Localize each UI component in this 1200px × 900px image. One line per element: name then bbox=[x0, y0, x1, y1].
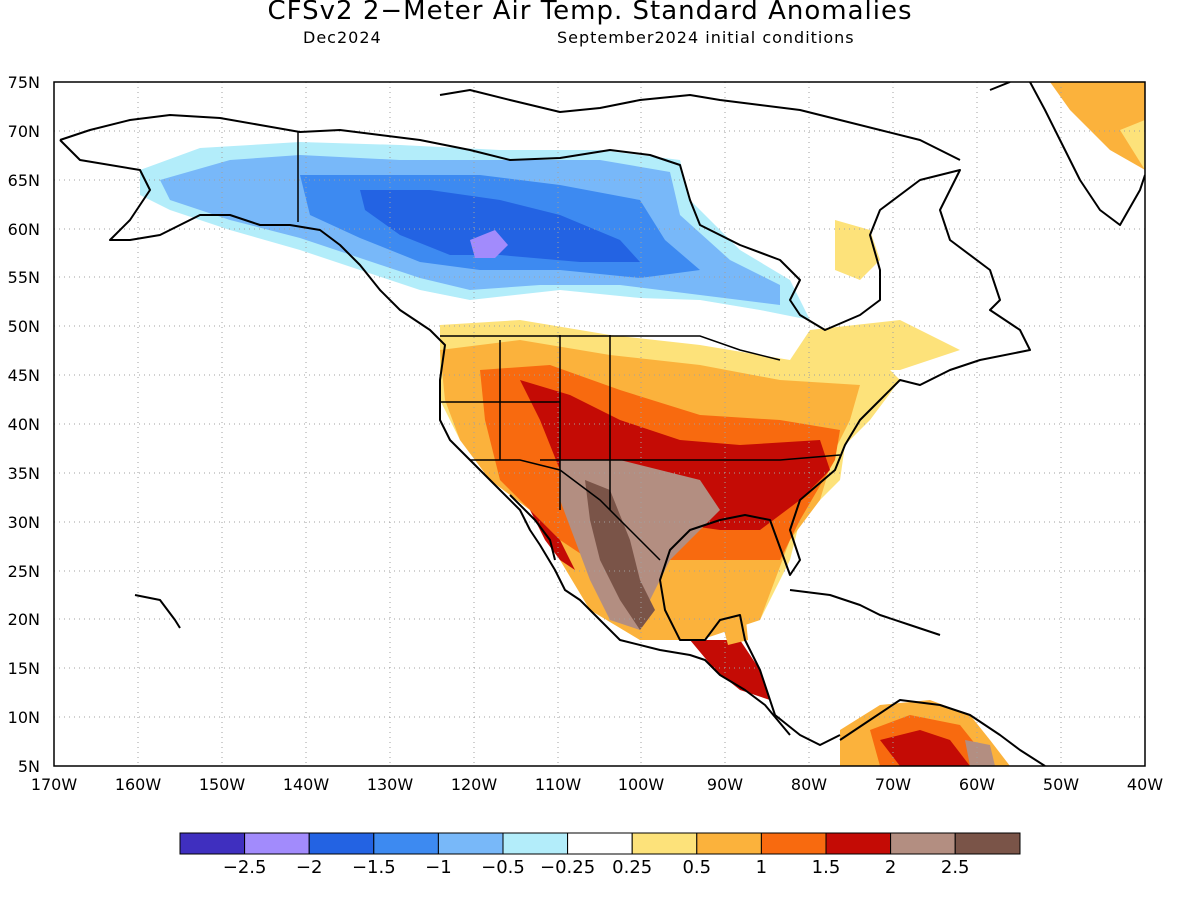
chart-title: CFSv2 2−Meter Air Temp. Standard Anomali… bbox=[267, 0, 913, 26]
lon-label: 130W bbox=[367, 775, 414, 794]
lon-label: 90W bbox=[707, 775, 743, 794]
lat-label: 45N bbox=[8, 366, 40, 385]
colorbar-swatch bbox=[567, 832, 633, 855]
political-borders bbox=[297, 132, 841, 561]
lon-label: 120W bbox=[451, 775, 498, 794]
forecast-month: Dec2024 bbox=[303, 28, 382, 47]
lat-label: 10N bbox=[8, 708, 40, 727]
lat-label: 50N bbox=[8, 317, 40, 336]
lon-axis: 170W 160W 150W 140W 130W 120W 110W 100W … bbox=[31, 775, 1163, 794]
colorbar-swatch bbox=[244, 832, 310, 855]
lon-label: 170W bbox=[31, 775, 78, 794]
lon-label: 150W bbox=[199, 775, 246, 794]
colorbar-label: −1 bbox=[425, 857, 452, 878]
lat-label: 70N bbox=[8, 122, 40, 141]
colorbar-label: −2 bbox=[296, 857, 323, 878]
coastlines bbox=[59, 82, 1145, 766]
colorbar-swatch bbox=[373, 832, 439, 855]
colorbar-label: 1.5 bbox=[812, 857, 841, 878]
lat-axis: 75N 70N 65N 60N 55N 50N 45N 40N 35N 30N … bbox=[8, 73, 40, 776]
colorbar-label: 1 bbox=[756, 857, 767, 878]
lat-label: 15N bbox=[8, 659, 40, 678]
lat-label: 40N bbox=[8, 415, 40, 434]
lat-label: 35N bbox=[8, 464, 40, 483]
colorbar-label: 0.5 bbox=[682, 857, 711, 878]
colorbar-label: 0.25 bbox=[612, 857, 652, 878]
lat-label: 55N bbox=[8, 268, 40, 287]
lat-label: 65N bbox=[8, 171, 40, 190]
colorbar-swatch bbox=[631, 832, 698, 855]
lon-label: 110W bbox=[535, 775, 582, 794]
lon-label: 70W bbox=[875, 775, 911, 794]
colorbar-swatch bbox=[954, 832, 1021, 855]
lon-label: 80W bbox=[791, 775, 827, 794]
colorbar-label: 2 bbox=[885, 857, 896, 878]
colorbar-swatch bbox=[825, 832, 892, 855]
colorbar-swatch bbox=[179, 832, 246, 855]
lat-label: 25N bbox=[8, 562, 40, 581]
colorbar: −2.5 −2 −1.5 −1 −0.5 −0.25 0.25 0.5 1 1.… bbox=[179, 832, 1021, 878]
colorbar-swatch bbox=[437, 832, 504, 855]
lat-label: 30N bbox=[8, 513, 40, 532]
lon-label: 50W bbox=[1043, 775, 1079, 794]
lon-label: 160W bbox=[115, 775, 162, 794]
colorbar-label: 2.5 bbox=[941, 857, 970, 878]
lon-label: 40W bbox=[1127, 775, 1163, 794]
initial-conditions: September2024 initial conditions bbox=[557, 28, 855, 47]
colorbar-swatch bbox=[890, 832, 956, 855]
colorbar-swatch bbox=[308, 832, 375, 855]
lat-label: 20N bbox=[8, 610, 40, 629]
colorbar-swatch bbox=[696, 832, 762, 855]
lat-label: 5N bbox=[18, 757, 40, 776]
lat-label: 75N bbox=[8, 73, 40, 92]
map-frame bbox=[53, 81, 1146, 767]
colorbar-label: −1.5 bbox=[352, 857, 396, 878]
colorbar-label: −0.25 bbox=[540, 857, 595, 878]
colorbar-label: −0.5 bbox=[481, 857, 525, 878]
lat-label: 60N bbox=[8, 220, 40, 239]
colorbar-swatch bbox=[760, 832, 827, 855]
lon-label: 140W bbox=[283, 775, 330, 794]
colorbar-label: −2.5 bbox=[223, 857, 267, 878]
lon-label: 100W bbox=[618, 775, 665, 794]
anomaly-field bbox=[140, 82, 1145, 766]
lon-label: 60W bbox=[959, 775, 995, 794]
colorbar-swatch bbox=[502, 832, 569, 855]
